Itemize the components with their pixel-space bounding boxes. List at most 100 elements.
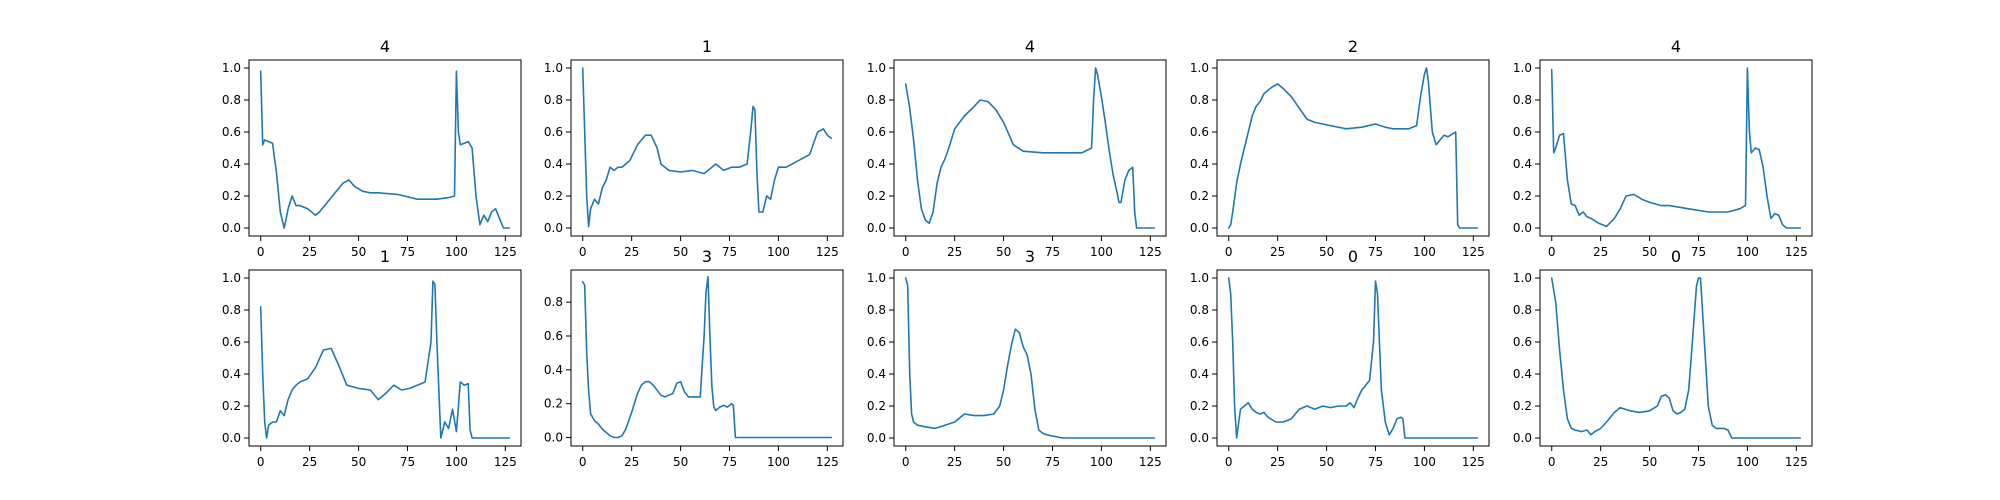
y-tick-label: 0.6 bbox=[867, 125, 886, 139]
x-tick-label: 100 bbox=[767, 245, 790, 259]
x-tick-label: 25 bbox=[1270, 455, 1285, 469]
subplot-6: 1 0 25 50 75 100 125 0.0 0.2 0.4 0.6 0.8 1.0 bbox=[222, 247, 522, 469]
x-tick-label: 125 bbox=[1462, 455, 1485, 469]
subplot-title: 0 bbox=[1671, 247, 1681, 266]
subplot-title: 4 bbox=[1025, 37, 1035, 56]
y-tick-label: 0.8 bbox=[1513, 303, 1532, 317]
x-tick-label: 125 bbox=[1139, 455, 1162, 469]
y-tick-label: 0.4 bbox=[1513, 157, 1532, 171]
x-tick-label: 75 bbox=[400, 245, 415, 259]
x-tick-label: 100 bbox=[1090, 455, 1113, 469]
x-tick-label: 75 bbox=[1691, 455, 1706, 469]
x-tick-label: 50 bbox=[673, 455, 688, 469]
series-line bbox=[1550, 67, 1802, 229]
x-tick-label: 125 bbox=[494, 245, 517, 259]
y-tick-label: 0.8 bbox=[867, 303, 886, 317]
plot-frame bbox=[248, 269, 522, 447]
x-tick-label: 50 bbox=[673, 245, 688, 259]
y-tick-label: 0.4 bbox=[222, 367, 241, 381]
subplot-7: 3 0 25 50 75 100 125 0.0 0.2 0.4 0.6 0.8 bbox=[544, 247, 844, 469]
subplot-title: 4 bbox=[1671, 37, 1681, 56]
x-tick-label: 50 bbox=[996, 455, 1011, 469]
x-tick-label: 25 bbox=[1270, 245, 1285, 259]
y-tick-label: 0.6 bbox=[867, 335, 886, 349]
y-tick-label: 0.8 bbox=[222, 93, 241, 107]
y-tick-label: 0.6 bbox=[544, 329, 563, 343]
y-tick-label: 0.4 bbox=[867, 367, 886, 381]
x-tick-label: 125 bbox=[1785, 245, 1808, 259]
subplot-title: 2 bbox=[1348, 37, 1358, 56]
y-tick-label: 0.0 bbox=[867, 431, 886, 445]
x-tick-label: 125 bbox=[494, 455, 517, 469]
series-line bbox=[581, 275, 833, 439]
x-tick-label: 75 bbox=[722, 455, 737, 469]
subplot-title: 4 bbox=[380, 37, 390, 56]
x-tick-label: 0 bbox=[257, 455, 265, 469]
y-tick-label: 1.0 bbox=[222, 61, 241, 75]
x-tick-label: 100 bbox=[1413, 455, 1436, 469]
plot-frame bbox=[1216, 59, 1490, 237]
subplot-2: 1 0 25 50 75 100 125 0.0 0.2 0.4 0.6 0.8 1.0 bbox=[544, 37, 844, 259]
plot-frame bbox=[1539, 59, 1813, 237]
x-tick-label: 125 bbox=[816, 455, 839, 469]
x-tick-label: 50 bbox=[1319, 455, 1334, 469]
x-tick-label: 0 bbox=[257, 245, 265, 259]
plot-frame bbox=[893, 269, 1167, 447]
y-tick-label: 0.4 bbox=[1513, 367, 1532, 381]
y-tick-label: 0.8 bbox=[1190, 303, 1209, 317]
y-tick-label: 0.4 bbox=[544, 157, 563, 171]
x-tick-label: 75 bbox=[400, 455, 415, 469]
y-tick-label: 0.0 bbox=[544, 431, 563, 445]
subplot-title: 3 bbox=[1025, 247, 1035, 266]
y-tick-label: 0.4 bbox=[1190, 157, 1209, 171]
x-tick-label: 50 bbox=[1319, 245, 1334, 259]
x-tick-label: 100 bbox=[445, 245, 468, 259]
subplot-title: 1 bbox=[380, 247, 390, 266]
series-line bbox=[259, 280, 511, 439]
y-tick-label: 0.8 bbox=[544, 93, 563, 107]
x-tick-label: 25 bbox=[1593, 455, 1608, 469]
x-tick-label: 125 bbox=[1462, 245, 1485, 259]
y-tick-label: 0.0 bbox=[1513, 221, 1532, 235]
y-tick-label: 0.2 bbox=[1513, 189, 1532, 203]
subplot-title: 3 bbox=[702, 247, 712, 266]
y-tick-label: 1.0 bbox=[1190, 61, 1209, 75]
series-line bbox=[1227, 277, 1479, 439]
x-tick-label: 100 bbox=[1090, 245, 1113, 259]
x-tick-label: 100 bbox=[445, 455, 468, 469]
subplot-5: 4 0 25 50 75 100 125 0.0 0.2 0.4 0.6 0.8 1.0 bbox=[1513, 37, 1813, 259]
y-tick-label: 0.4 bbox=[867, 157, 886, 171]
subplot-3: 4 0 25 50 75 100 125 0.0 0.2 0.4 0.6 0.8 1.0 bbox=[867, 37, 1167, 259]
y-tick-label: 0.6 bbox=[222, 125, 241, 139]
x-tick-label: 75 bbox=[1368, 455, 1383, 469]
y-tick-label: 0.4 bbox=[222, 157, 241, 171]
x-tick-label: 75 bbox=[722, 245, 737, 259]
y-tick-label: 0.2 bbox=[867, 399, 886, 413]
y-tick-label: 0.8 bbox=[867, 93, 886, 107]
subplot-10: 0 0 25 50 75 100 125 0.0 0.2 0.4 0.6 0.8 1.0 bbox=[1513, 247, 1813, 469]
series-line bbox=[1550, 277, 1802, 439]
series-line bbox=[259, 70, 511, 229]
y-tick-label: 0.8 bbox=[544, 295, 563, 309]
y-tick-label: 0.6 bbox=[1513, 335, 1532, 349]
x-tick-label: 25 bbox=[302, 455, 317, 469]
x-tick-label: 25 bbox=[1593, 245, 1608, 259]
series-line bbox=[904, 277, 1156, 439]
x-tick-label: 75 bbox=[1368, 245, 1383, 259]
x-tick-label: 0 bbox=[902, 455, 910, 469]
x-tick-label: 50 bbox=[351, 455, 366, 469]
x-tick-label: 50 bbox=[1642, 455, 1657, 469]
subplot-1: 4 0 25 50 75 100 125 0.0 0.2 0.4 0.6 0.8 1.0 bbox=[222, 37, 522, 259]
y-tick-label: 0.0 bbox=[222, 431, 241, 445]
y-tick-label: 0.2 bbox=[222, 399, 241, 413]
x-tick-label: 0 bbox=[1548, 455, 1556, 469]
x-tick-label: 0 bbox=[579, 245, 587, 259]
x-tick-label: 50 bbox=[1642, 245, 1657, 259]
y-tick-label: 1.0 bbox=[1190, 271, 1209, 285]
plot-frame bbox=[570, 59, 844, 237]
x-tick-label: 125 bbox=[1785, 455, 1808, 469]
y-tick-label: 0.6 bbox=[1190, 335, 1209, 349]
x-tick-label: 25 bbox=[947, 245, 962, 259]
x-tick-label: 125 bbox=[1139, 245, 1162, 259]
series-line bbox=[904, 67, 1156, 229]
